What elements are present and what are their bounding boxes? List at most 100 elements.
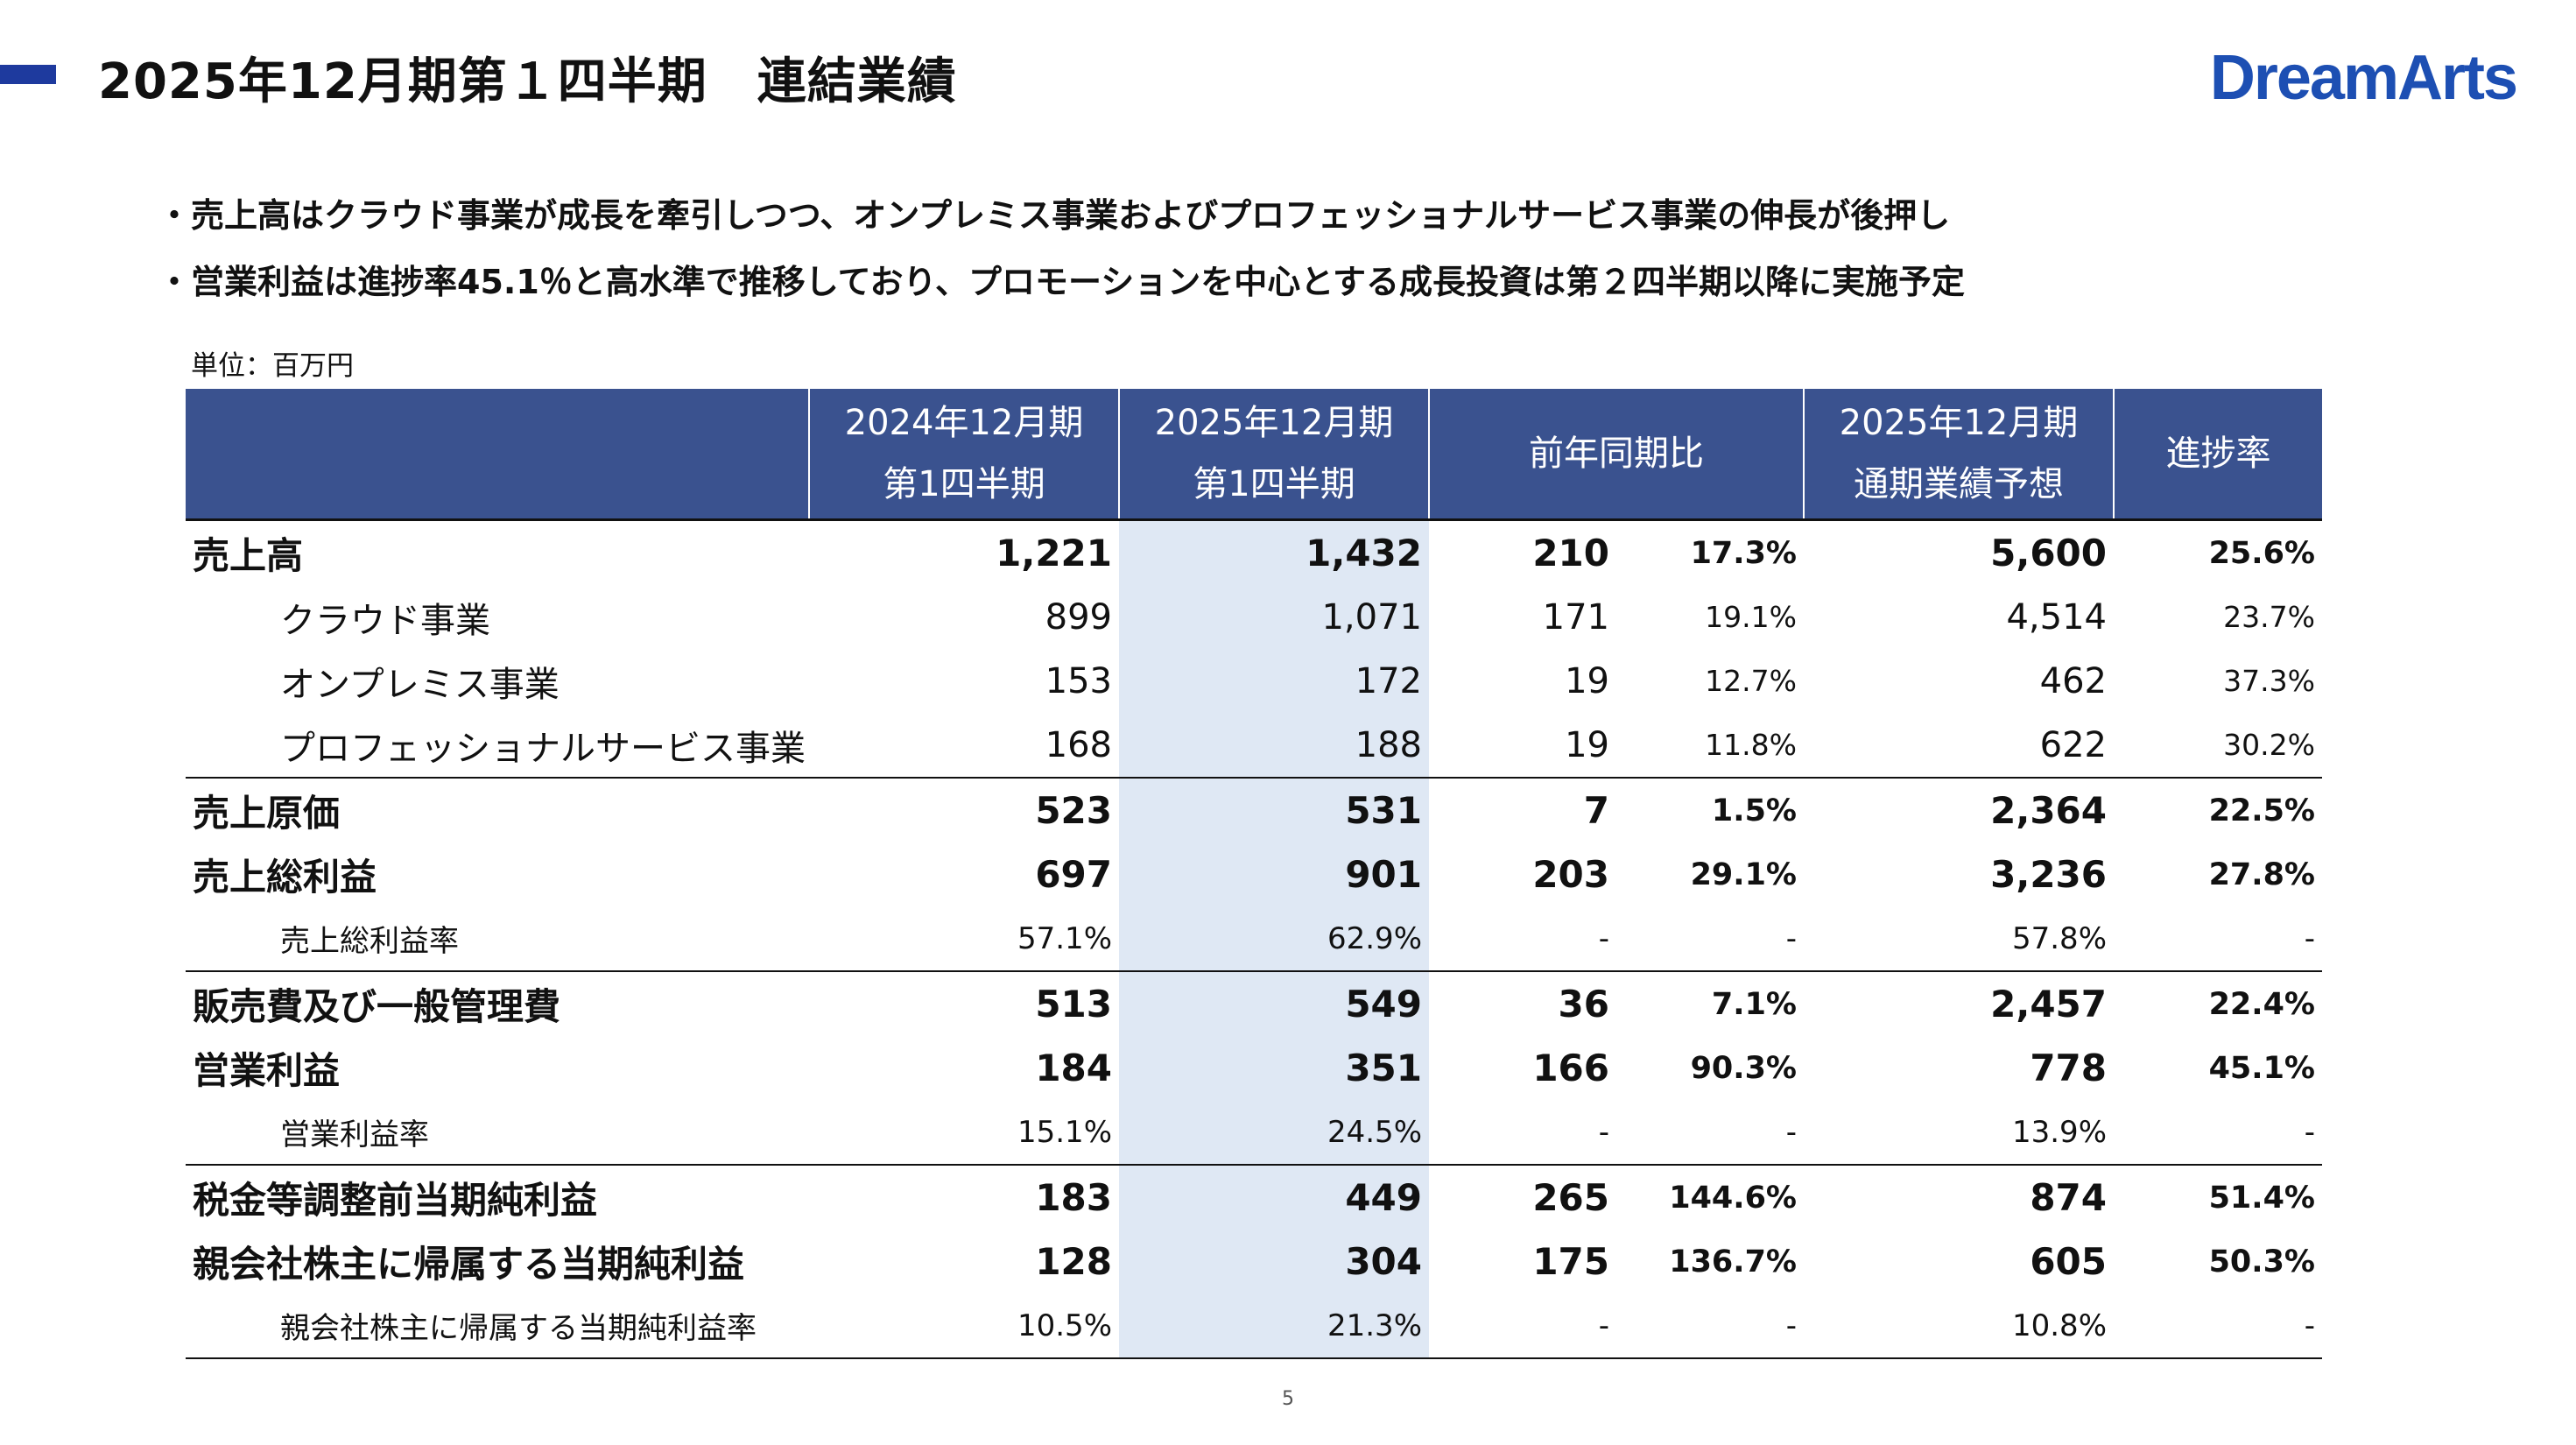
progress-rate: 30.2% bbox=[2114, 713, 2322, 779]
progress-rate: 22.5% bbox=[2208, 793, 2315, 828]
yoy-rate: - bbox=[1616, 1293, 1804, 1359]
header-prev-q1-line2: 第1四半期 bbox=[883, 464, 1045, 504]
diff-value: 171 bbox=[1542, 596, 1609, 638]
yoy-rate: 7.1% bbox=[1711, 986, 1797, 1022]
progress-rate: 50.3% bbox=[2208, 1244, 2315, 1279]
progress-rate: 23.7% bbox=[2223, 600, 2315, 634]
row-label: クラウド事業 bbox=[280, 600, 490, 641]
table-row: クラウド事業 899 1,071 171 19.1% 4,514 23.7% bbox=[186, 585, 2322, 649]
header-prev-q1: 2024年12月期 第1四半期 bbox=[809, 389, 1120, 520]
progress-rate: 51.4% bbox=[2208, 1180, 2315, 1216]
table-row: 営業利益率 15.1% 24.5% - - 13.9% - bbox=[186, 1100, 2322, 1166]
header-curr-q1-line2: 第1四半期 bbox=[1193, 464, 1355, 504]
table-row: 税金等調整前当期純利益 183 449 265 144.6% 874 51.4% bbox=[186, 1165, 2322, 1230]
table-row: 親会社株主に帰属する当期純利益率 10.5% 21.3% - - 10.8% - bbox=[186, 1293, 2322, 1359]
row-label: 売上総利益 bbox=[193, 856, 377, 899]
row-label: 営業利益 bbox=[193, 1049, 341, 1092]
diff-value: 203 bbox=[1532, 853, 1609, 896]
diff-value: 175 bbox=[1532, 1240, 1609, 1283]
header-forecast: 2025年12月期 通期業績予想 bbox=[1804, 389, 2115, 520]
progress-rate: - bbox=[2114, 1100, 2322, 1166]
curr-value: 62.9% bbox=[1119, 906, 1429, 972]
forecast-value: 13.9% bbox=[1804, 1100, 2114, 1166]
curr-value: 351 bbox=[1119, 1036, 1429, 1100]
forecast-value: 57.8% bbox=[1804, 906, 2114, 972]
forecast-value: 778 bbox=[2030, 1047, 2107, 1089]
row-label: 販売費及び一般管理費 bbox=[193, 985, 561, 1028]
company-logo: DreamArts bbox=[2209, 43, 2518, 113]
yoy-rate: - bbox=[1616, 1100, 1804, 1166]
prev-value: 183 bbox=[1035, 1176, 1112, 1219]
prev-value: 899 bbox=[1045, 596, 1112, 638]
curr-value: 304 bbox=[1119, 1230, 1429, 1293]
table-row: 売上総利益 697 901 203 29.1% 3,236 27.8% bbox=[186, 842, 2322, 906]
prev-value: 153 bbox=[1045, 660, 1112, 701]
prev-value: 10.5% bbox=[809, 1293, 1119, 1359]
row-label: プロフェッショナルサービス事業 bbox=[186, 713, 809, 779]
forecast-value: 5,600 bbox=[1990, 532, 2107, 574]
forecast-value: 622 bbox=[1804, 713, 2114, 779]
prev-value: 168 bbox=[809, 713, 1119, 779]
table-row: 販売費及び一般管理費 513 549 36 7.1% 2,457 22.4% bbox=[186, 971, 2322, 1036]
diff-value: 7 bbox=[1583, 789, 1609, 832]
prev-value: 184 bbox=[1035, 1047, 1112, 1089]
page-number: 5 bbox=[1282, 1388, 1294, 1410]
financial-results-table: 2024年12月期 第1四半期 2025年12月期 第1四半期 前年同期比 20… bbox=[186, 389, 2322, 1359]
forecast-value: 3,236 bbox=[1990, 853, 2107, 896]
curr-value: 21.3% bbox=[1119, 1293, 1429, 1359]
row-label: 売上原価 bbox=[193, 792, 341, 835]
diff-value: - bbox=[1429, 1293, 1616, 1359]
summary-bullets: ・売上高はクラウド事業が成長を牽引しつつ、オンプレミス事業およびプロフェッショナ… bbox=[158, 182, 1965, 315]
header-forecast-line2: 通期業績予想 bbox=[1854, 464, 2064, 504]
yoy-rate: 90.3% bbox=[1690, 1050, 1797, 1086]
row-label: 親会社株主に帰属する当期純利益率 bbox=[186, 1293, 809, 1359]
yoy-rate: 144.6% bbox=[1669, 1180, 1797, 1216]
yoy-rate: 29.1% bbox=[1690, 856, 1797, 892]
progress-rate: 25.6% bbox=[2208, 535, 2315, 571]
yoy-rate: 19.1% bbox=[1705, 600, 1797, 634]
row-label: オンプレミス事業 bbox=[280, 664, 560, 705]
progress-rate: 27.8% bbox=[2208, 856, 2315, 892]
curr-value: 901 bbox=[1119, 842, 1429, 906]
diff-value: 19 bbox=[1565, 660, 1609, 701]
unit-label: 単位：百万円 bbox=[191, 350, 354, 382]
row-label: 売上高 bbox=[193, 534, 304, 577]
curr-value: 1,071 bbox=[1119, 585, 1429, 649]
progress-rate: - bbox=[2114, 906, 2322, 972]
progress-rate: - bbox=[2114, 1293, 2322, 1359]
diff-value: - bbox=[1429, 906, 1616, 972]
header-prev-q1-line1: 2024年12月期 bbox=[844, 403, 1084, 443]
diff-value: 210 bbox=[1532, 532, 1609, 574]
table-row: 売上高 1,221 1,432 210 17.3% 5,600 25.6% bbox=[186, 519, 2322, 585]
diff-value: 36 bbox=[1558, 983, 1609, 1026]
header-blank bbox=[186, 389, 810, 520]
yoy-rate: 1.5% bbox=[1711, 793, 1797, 828]
forecast-value: 2,364 bbox=[1990, 789, 2107, 832]
prev-value: 523 bbox=[1035, 789, 1112, 832]
prev-value: 15.1% bbox=[809, 1100, 1119, 1166]
yoy-rate: - bbox=[1616, 906, 1804, 972]
row-label: 売上総利益率 bbox=[186, 906, 809, 972]
diff-value: 166 bbox=[1532, 1047, 1609, 1089]
curr-value: 449 bbox=[1119, 1165, 1429, 1230]
prev-value: 128 bbox=[1035, 1240, 1112, 1283]
table-row: 親会社株主に帰属する当期純利益 128 304 175 136.7% 605 5… bbox=[186, 1230, 2322, 1293]
diff-value: 265 bbox=[1532, 1176, 1609, 1219]
header-yoy: 前年同期比 bbox=[1429, 389, 1805, 520]
table-row: 売上総利益率 57.1% 62.9% - - 57.8% - bbox=[186, 906, 2322, 972]
header-forecast-line1: 2025年12月期 bbox=[1839, 403, 2079, 443]
curr-value: 549 bbox=[1119, 971, 1429, 1036]
diff-value: - bbox=[1429, 1100, 1616, 1166]
bullet-item: ・営業利益は進捗率45.1％と高水準で推移しており、プロモーションを中心とする成… bbox=[158, 263, 1966, 301]
yoy-rate: 136.7% bbox=[1669, 1244, 1797, 1279]
forecast-value: 462 bbox=[2039, 660, 2107, 701]
curr-value: 531 bbox=[1119, 778, 1429, 842]
curr-value: 188 bbox=[1119, 713, 1429, 779]
table-row: 営業利益 184 351 166 90.3% 778 45.1% bbox=[186, 1036, 2322, 1100]
title-accent-bar bbox=[0, 65, 56, 84]
prev-value: 57.1% bbox=[809, 906, 1119, 972]
forecast-value: 4,514 bbox=[2006, 596, 2107, 638]
table-row: 売上原価 523 531 7 1.5% 2,364 22.5% bbox=[186, 778, 2322, 842]
diff-value: 19 bbox=[1429, 713, 1616, 779]
table-row: オンプレミス事業 153 172 19 12.7% 462 37.3% bbox=[186, 649, 2322, 713]
